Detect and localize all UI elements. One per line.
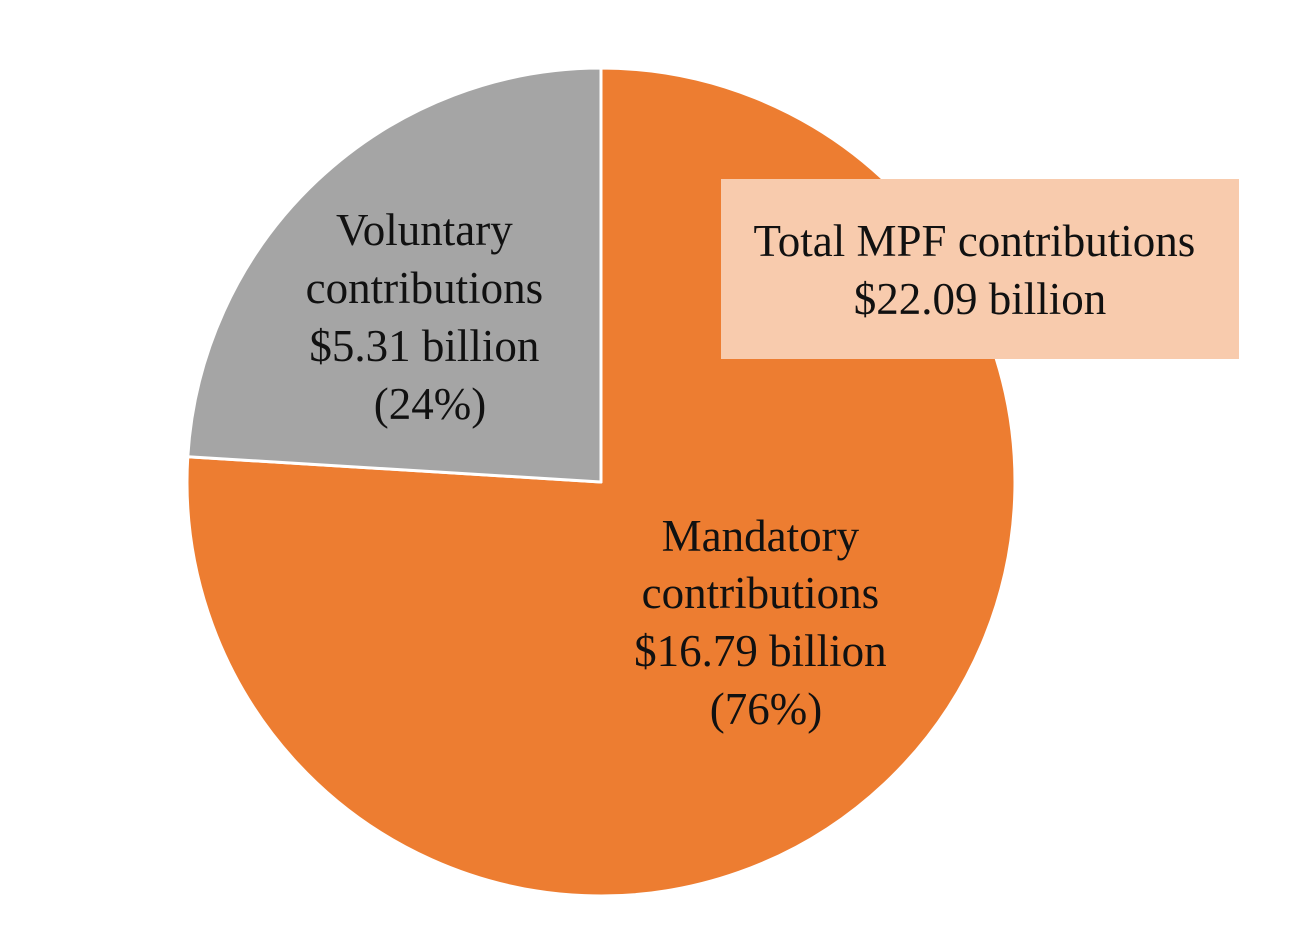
mandatory-slice-label: Mandatory contributions $16.79 billion (… <box>634 511 898 734</box>
mandatory-label-line-4: (76%) <box>710 684 822 734</box>
total-box-background <box>721 179 1239 359</box>
mandatory-label-line-3: $16.79 billion <box>634 626 887 676</box>
total-contributions-box: Total MPF contributions $22.09 billion <box>721 179 1239 359</box>
voluntary-label-line-2: contributions <box>306 263 543 313</box>
total-box-text: Total MPF contributions $22.09 billion <box>753 216 1206 324</box>
mandatory-label-line-2: contributions <box>642 568 879 618</box>
mandatory-label-line-1: Mandatory <box>662 511 860 561</box>
voluntary-label-line-3: $5.31 billion <box>309 321 539 371</box>
voluntary-slice <box>186 66 603 484</box>
total-box-line-2: $22.09 billion <box>854 274 1107 324</box>
voluntary-slice-label: Voluntary contributions $5.31 billion (2… <box>306 205 555 429</box>
total-box-line-1: Total MPF contributions <box>753 216 1195 266</box>
voluntary-label-line-1: Voluntary <box>336 205 513 255</box>
voluntary-label-line-4: (24%) <box>374 379 486 429</box>
